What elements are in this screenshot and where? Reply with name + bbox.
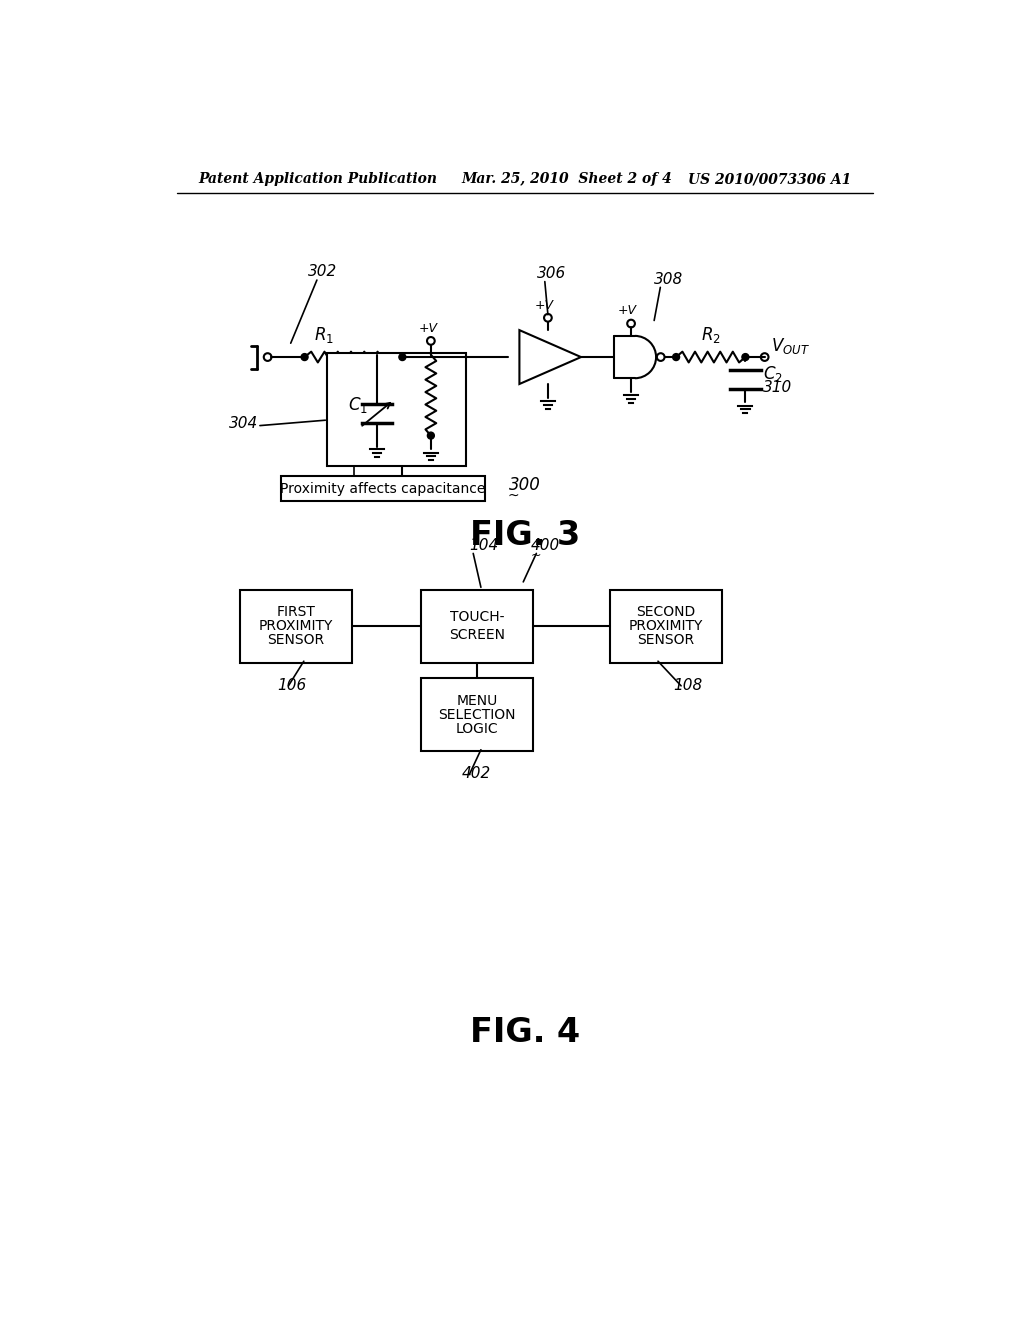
Text: SELECTION: SELECTION <box>438 708 516 722</box>
Circle shape <box>399 354 406 360</box>
Text: 306: 306 <box>538 265 566 281</box>
Text: Mar. 25, 2010  Sheet 2 of 4: Mar. 25, 2010 Sheet 2 of 4 <box>462 172 673 186</box>
Text: 400: 400 <box>531 537 560 553</box>
Text: +V: +V <box>419 322 438 335</box>
Text: SECOND: SECOND <box>636 606 695 619</box>
Text: SENSOR: SENSOR <box>637 634 694 647</box>
Text: $R_2$: $R_2$ <box>700 325 721 345</box>
Bar <box>281 477 484 502</box>
Text: Patent Application Publication: Patent Application Publication <box>199 172 437 186</box>
Text: LOGIC: LOGIC <box>456 722 499 735</box>
Text: 310: 310 <box>763 380 793 396</box>
Text: $R_1$: $R_1$ <box>313 325 334 345</box>
Text: FIG. 4: FIG. 4 <box>470 1016 580 1049</box>
Text: SCREEN: SCREEN <box>450 628 505 643</box>
Text: PROXIMITY: PROXIMITY <box>629 619 702 634</box>
Circle shape <box>673 354 680 360</box>
Bar <box>241 590 352 663</box>
Text: US 2010/0073306 A1: US 2010/0073306 A1 <box>688 172 851 186</box>
Circle shape <box>742 354 749 360</box>
Text: $C_2$: $C_2$ <box>763 364 783 384</box>
Text: ~: ~ <box>508 488 519 503</box>
Text: 402: 402 <box>462 766 490 781</box>
Bar <box>327 354 466 466</box>
Text: 302: 302 <box>307 264 337 280</box>
Text: 104: 104 <box>469 537 499 553</box>
Bar <box>421 678 532 751</box>
Text: 300: 300 <box>509 477 542 494</box>
Bar <box>421 590 532 663</box>
Text: TOUCH-: TOUCH- <box>450 610 504 624</box>
Text: SENSOR: SENSOR <box>267 634 325 647</box>
Text: FIRST: FIRST <box>276 606 315 619</box>
Bar <box>610 590 722 663</box>
Text: Proximity affects capacitance: Proximity affects capacitance <box>280 482 485 496</box>
Text: +V: +V <box>617 305 637 317</box>
Text: 304: 304 <box>229 416 258 430</box>
Text: PROXIMITY: PROXIMITY <box>259 619 333 634</box>
Text: 308: 308 <box>654 272 683 286</box>
Text: 106: 106 <box>276 677 306 693</box>
Text: FIG. 3: FIG. 3 <box>470 519 580 552</box>
Text: $C_1$: $C_1$ <box>348 395 368 414</box>
Circle shape <box>427 432 434 440</box>
Text: $V_{OUT}$: $V_{OUT}$ <box>771 335 810 356</box>
Text: MENU: MENU <box>457 694 498 708</box>
Circle shape <box>301 354 308 360</box>
Text: ~: ~ <box>530 549 541 562</box>
Text: 108: 108 <box>674 677 702 693</box>
Text: +V: +V <box>535 298 554 312</box>
